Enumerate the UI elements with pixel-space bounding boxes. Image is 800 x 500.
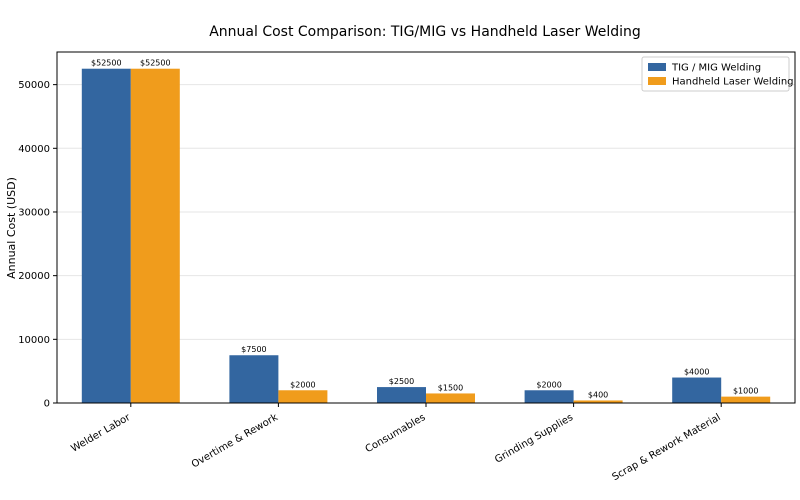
bar-value-label: $52500 (140, 59, 171, 68)
bar-value-label: $1500 (438, 383, 463, 392)
y-tick-label: 10000 (18, 335, 50, 346)
legend-label: TIG / MIG Welding (671, 63, 761, 74)
chart-title: Annual Cost Comparison: TIG/MIG vs Handh… (209, 24, 641, 40)
bar-value-label: $4000 (684, 368, 709, 377)
legend-swatch (648, 77, 666, 85)
y-tick-label: 20000 (18, 271, 50, 282)
bar-value-label: $2500 (389, 377, 414, 386)
bar-tig-mig (524, 390, 574, 403)
y-tick-label: 0 (44, 399, 50, 410)
plot-frame (56, 51, 796, 404)
legend-box (641, 56, 790, 92)
x-tick-label: Scrap & Rework Material (610, 412, 722, 483)
x-tick-label: Overtime & Rework (190, 412, 280, 470)
y-tick-label: 30000 (18, 207, 50, 218)
x-tick-label: Grinding Supplies (493, 412, 575, 466)
bar-value-label: $7500 (241, 345, 266, 354)
x-tick-label: Consumables (364, 412, 428, 455)
bar-value-label: $2000 (290, 380, 315, 389)
x-tick-label: Welder Labor (69, 412, 133, 455)
bars (81, 68, 771, 403)
bar-value-label: $400 (588, 390, 608, 399)
legend-swatch (648, 63, 666, 71)
bar-laser (426, 393, 475, 403)
bar-tig-mig (672, 377, 722, 403)
y-tick-label: 40000 (18, 144, 50, 155)
bar-value-label: $52500 (91, 59, 122, 68)
bar-tig-mig (377, 387, 426, 403)
bar-value-label: $2000 (536, 380, 561, 389)
bar-laser (130, 68, 180, 403)
y-axis-label: Annual Cost (USD) (5, 177, 18, 279)
bar-laser (573, 400, 623, 403)
bar-tig-mig (81, 68, 131, 403)
bar-tig-mig (229, 355, 279, 403)
bar-laser (278, 390, 328, 403)
bar-laser (721, 396, 771, 403)
y-tick-label: 50000 (18, 80, 50, 91)
legend: TIG / MIG Welding Handheld Laser Welding (641, 56, 794, 92)
data-labels: $52500 $52500 $7500 $2000 $2500 $1500 $2000 $40… (91, 59, 758, 400)
bar-value-label: $1000 (733, 387, 758, 396)
legend-label: Handheld Laser Welding (672, 77, 794, 88)
